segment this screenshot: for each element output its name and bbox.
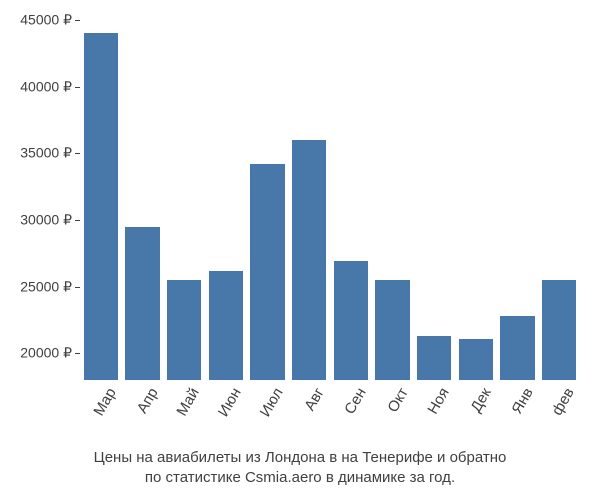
bar: [417, 336, 451, 380]
y-tick-mark: [75, 353, 80, 354]
y-tick-label: 25000 ₽: [20, 278, 72, 295]
x-tick-label: Май: [173, 385, 202, 419]
x-tick-label: Мар: [90, 385, 119, 419]
y-tick-label: 20000 ₽: [20, 345, 72, 362]
bar: [459, 339, 493, 380]
x-tick-label: Окт: [384, 385, 411, 415]
x-tick-label: Июл: [256, 385, 286, 420]
bar: [167, 280, 201, 380]
y-tick-mark: [75, 220, 80, 221]
bar: [334, 261, 368, 380]
caption-line-1: Цены на авиабилеты из Лондона в на Тенер…: [0, 448, 600, 468]
bar: [542, 280, 576, 380]
bars-container: [80, 20, 580, 380]
y-tick-mark: [75, 287, 80, 288]
x-tick-label: Апр: [133, 385, 161, 416]
y-tick-mark: [75, 153, 80, 154]
y-tick-label: 30000 ₽: [20, 212, 72, 229]
y-tick-label: 35000 ₽: [20, 145, 72, 162]
bar: [84, 33, 118, 380]
x-tick-label: Ноя: [425, 385, 453, 417]
y-tick-label: 40000 ₽: [20, 78, 72, 95]
x-tick-label: Янв: [508, 385, 536, 417]
chart-caption: Цены на авиабилеты из Лондона в на Тенер…: [0, 448, 600, 489]
caption-line-2: по статистике Csmia.aero в динамике за г…: [0, 468, 600, 488]
x-tick-label: фев: [549, 385, 578, 418]
x-tick-label: Дек: [467, 385, 494, 415]
bar: [375, 280, 409, 380]
x-tick-label: Авг: [301, 385, 327, 414]
y-tick-label: 45000 ₽: [20, 12, 72, 29]
bar: [209, 271, 243, 380]
x-tick-label: Июн: [215, 385, 245, 420]
x-tick-label: Сен: [341, 385, 369, 417]
bar: [500, 316, 534, 380]
bar: [292, 140, 326, 380]
y-tick-mark: [75, 87, 80, 88]
plot-area: [80, 20, 580, 380]
price-chart: 20000 ₽ 25000 ₽ 30000 ₽ 35000 ₽ 40000 ₽ 45000…: [0, 0, 600, 500]
y-tick-mark: [75, 20, 80, 21]
bar: [125, 227, 159, 380]
bar: [250, 164, 284, 380]
